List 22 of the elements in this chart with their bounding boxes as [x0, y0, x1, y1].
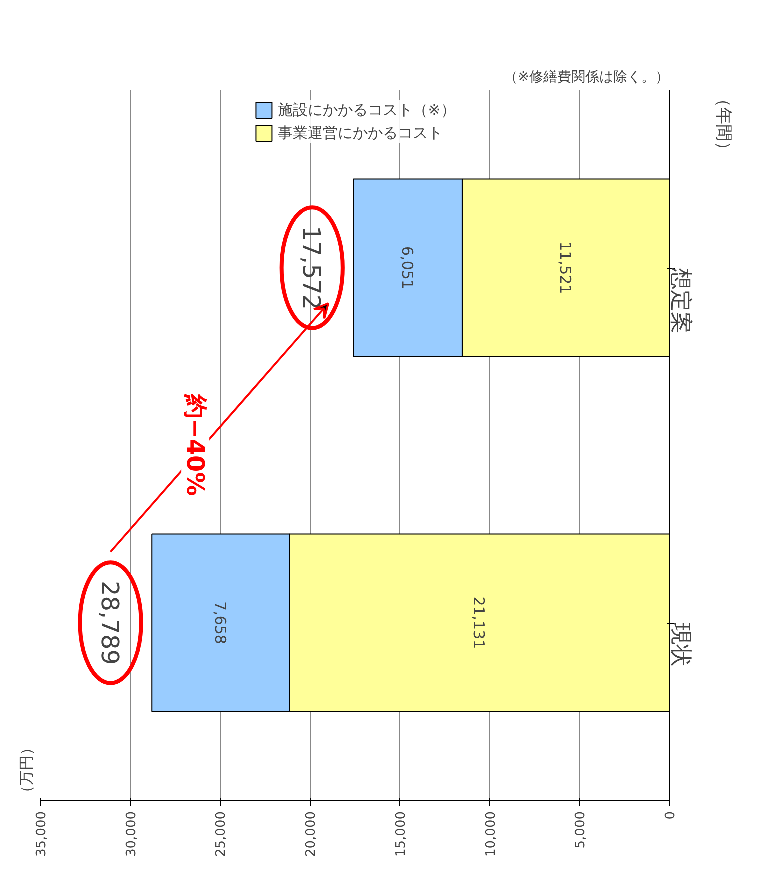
x-tick-label: 35,000	[34, 811, 50, 857]
x-tick-label: 5,000	[574, 811, 589, 849]
chart-title: （※修繕費関係は除く。）	[504, 70, 670, 86]
x-tick-label: 10,000	[484, 811, 499, 857]
total-label: 28,789	[96, 581, 124, 665]
text: （万円）	[18, 740, 36, 800]
x-tick-label: 0	[664, 811, 678, 820]
x-tick-label: 15,000	[394, 811, 409, 857]
legend-label: 事業運営にかかるコスト	[278, 124, 444, 142]
total-label: 17,572	[297, 226, 326, 310]
data-label: 21,131	[470, 596, 488, 650]
y-tick-label: 想定案	[668, 267, 693, 334]
annotation: 約−40%	[182, 394, 210, 496]
data-label: 11,521	[556, 242, 574, 294]
text: （年間）	[714, 90, 734, 158]
legend-label: 施設にかかるコスト（※）	[278, 100, 456, 120]
y-tick-label: 現状	[668, 623, 693, 667]
x-tick-label: 30,000	[124, 811, 140, 857]
x-tick-label: 20,000	[304, 811, 320, 857]
x-tick-label: 25,000	[214, 811, 230, 857]
data-label: 6,051	[398, 246, 417, 290]
data-label: 7,658	[211, 602, 230, 644]
